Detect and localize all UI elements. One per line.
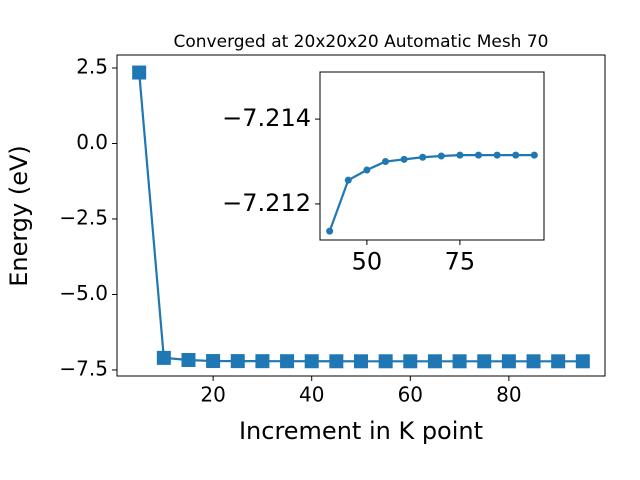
chart-title: Converged at 20x20x20 Automatic Mesh 70 [174, 32, 549, 52]
x-tick-label: 80 [496, 383, 521, 407]
marker [512, 151, 520, 159]
marker [230, 354, 245, 369]
marker [575, 354, 590, 369]
x-tick-label: 75 [445, 247, 476, 275]
y-tick-label: −5.0 [59, 281, 108, 305]
marker [206, 354, 221, 369]
marker [304, 354, 319, 369]
marker [477, 354, 492, 369]
y-tick-label: −7.214 [222, 104, 311, 132]
marker [530, 151, 538, 159]
marker [551, 354, 566, 369]
marker [354, 354, 368, 369]
marker [156, 350, 171, 365]
marker [326, 227, 334, 235]
marker [363, 166, 371, 174]
y-axis-label: Energy (eV) [5, 145, 33, 287]
marker [475, 151, 483, 159]
marker [132, 65, 147, 80]
x-tick-label: 40 [299, 383, 324, 407]
marker [400, 155, 408, 163]
marker [403, 354, 418, 369]
marker [456, 151, 464, 159]
marker [344, 176, 352, 184]
marker [452, 354, 467, 369]
x-tick-label: 60 [398, 383, 423, 407]
x-tick-label: 20 [200, 383, 225, 407]
marker [381, 158, 389, 166]
marker [181, 352, 196, 367]
marker [329, 354, 344, 369]
marker [526, 354, 541, 369]
marker [378, 354, 393, 369]
marker [493, 151, 501, 159]
y-tick-label: 2.5 [76, 54, 108, 78]
marker [427, 354, 442, 369]
y-tick-label: −2.5 [59, 205, 108, 229]
marker [501, 354, 516, 369]
marker [280, 354, 295, 369]
x-axis-label: Increment in K point [239, 417, 483, 445]
marker [255, 354, 270, 369]
marker [419, 153, 427, 161]
x-tick-label: 50 [352, 247, 383, 275]
marker [437, 152, 445, 160]
y-tick-label: −7.5 [59, 356, 108, 380]
y-tick-label: 0.0 [76, 130, 108, 154]
y-tick-label: −7.212 [222, 189, 311, 217]
